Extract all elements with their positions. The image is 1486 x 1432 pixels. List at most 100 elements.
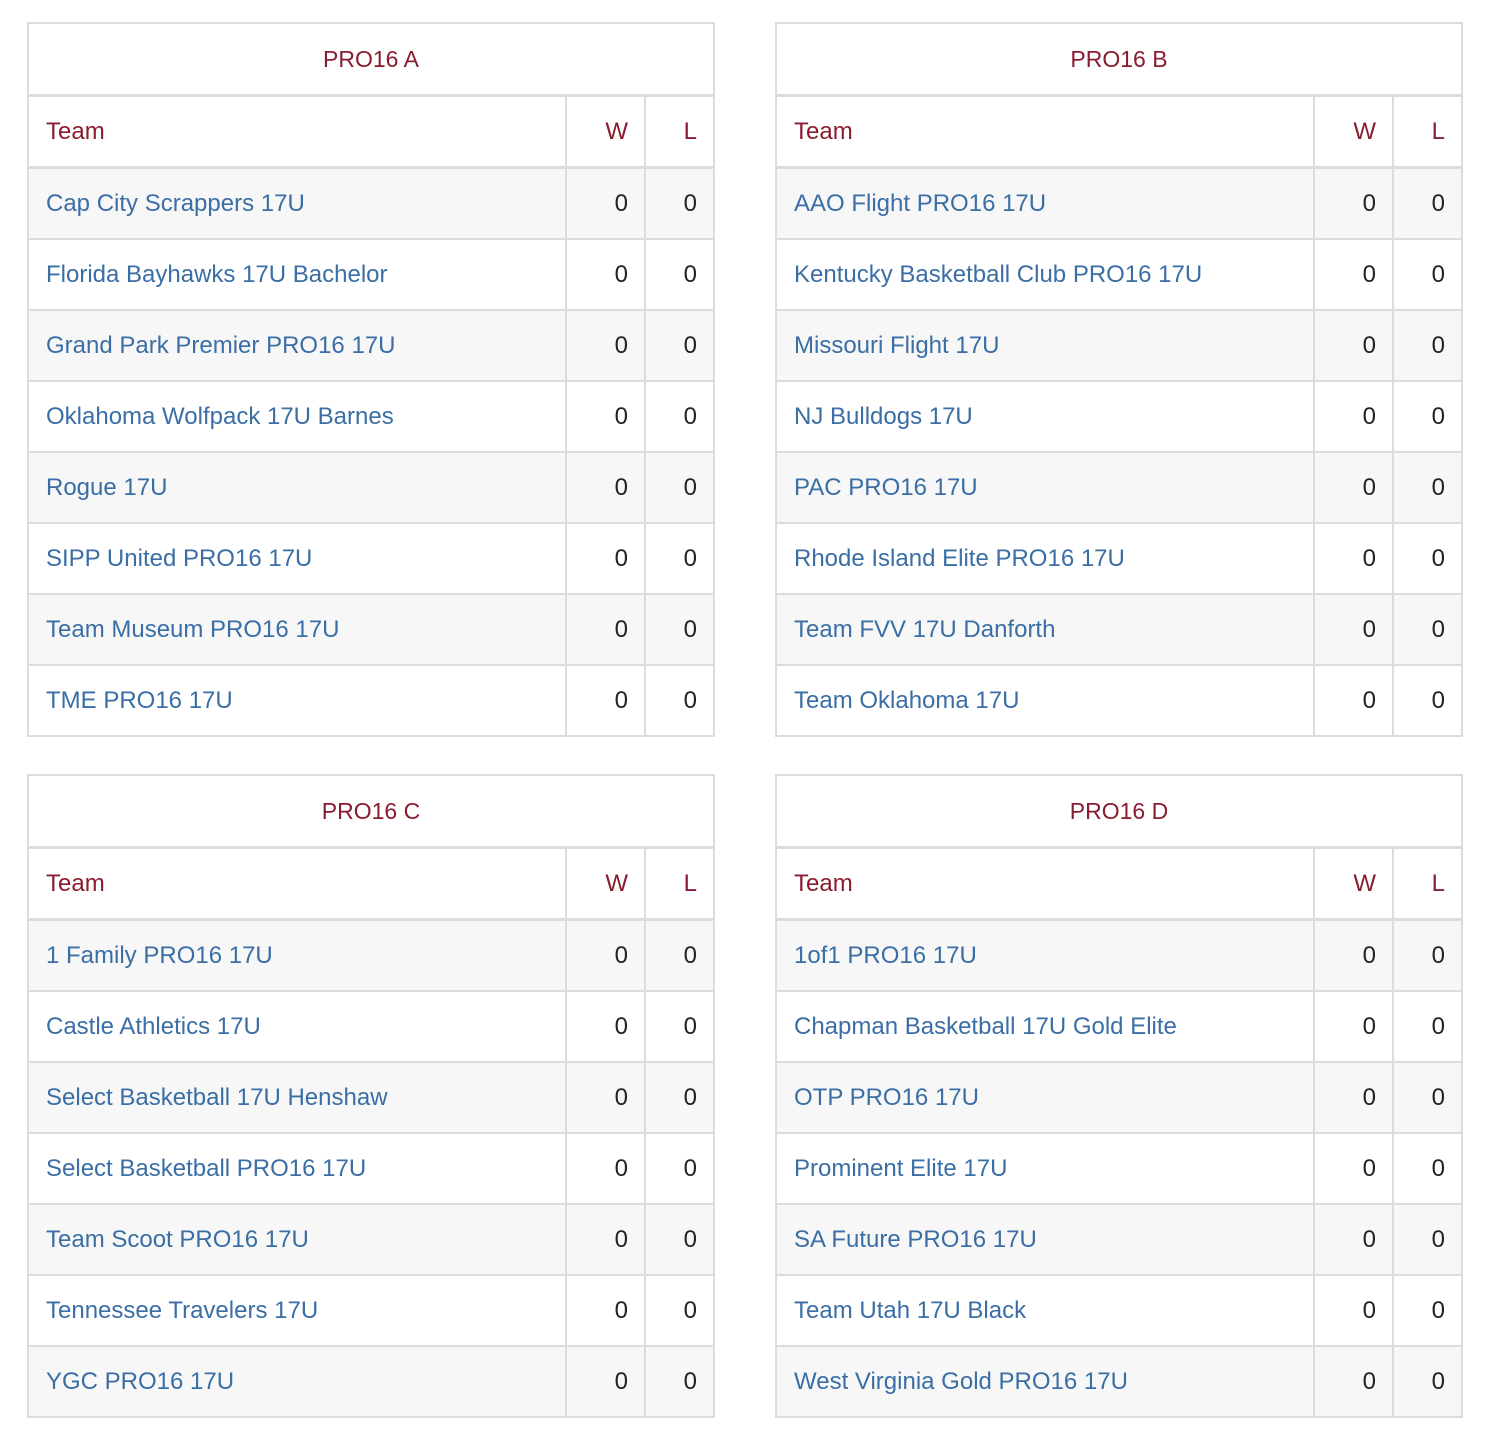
team-link[interactable]: Kentucky Basketball Club PRO16 17U xyxy=(794,260,1203,288)
wins-cell: 0 xyxy=(1313,1274,1393,1346)
table-row: Rogue 17U 0 0 xyxy=(29,451,713,523)
team-link[interactable]: NJ Bulldogs 17U xyxy=(794,402,973,430)
group-title: PRO16 A xyxy=(29,24,713,97)
team-link[interactable]: 1 Family PRO16 17U xyxy=(46,941,273,969)
team-cell: Tennessee Travelers 17U xyxy=(29,1274,566,1346)
wins-cell: 0 xyxy=(1313,1345,1393,1416)
team-link[interactable]: 1of1 PRO16 17U xyxy=(794,941,977,969)
team-cell: Select Basketball 17U Henshaw xyxy=(29,1061,566,1133)
losses-column-header: L xyxy=(1392,849,1461,921)
team-link[interactable]: SIPP United PRO16 17U xyxy=(46,544,313,572)
team-link[interactable]: Grand Park Premier PRO16 17U xyxy=(46,331,396,359)
team-link[interactable]: Oklahoma Wolfpack 17U Barnes xyxy=(46,402,394,430)
team-link[interactable]: Team Scoot PRO16 17U xyxy=(46,1225,309,1253)
losses-cell: 0 xyxy=(644,167,713,239)
team-link[interactable]: Team Oklahoma 17U xyxy=(794,686,1020,714)
table-row: Grand Park Premier PRO16 17U 0 0 xyxy=(29,309,713,381)
team-link[interactable]: Rhode Island Elite PRO16 17U xyxy=(794,544,1125,572)
standings-group-b: PRO16 B Team W L AAO Flight PRO16 17U 0 0 K… xyxy=(775,22,1463,737)
wins-column-header: W xyxy=(565,849,645,921)
losses-cell: 0 xyxy=(1392,167,1461,239)
team-link[interactable]: Rogue 17U xyxy=(46,473,168,501)
table-row: Team Scoot PRO16 17U 0 0 xyxy=(29,1203,713,1275)
table-row: Rhode Island Elite PRO16 17U 0 0 xyxy=(777,522,1461,594)
losses-cell: 0 xyxy=(644,593,713,665)
team-cell: NJ Bulldogs 17U xyxy=(777,380,1314,452)
table-row: Tennessee Travelers 17U 0 0 xyxy=(29,1274,713,1346)
table-header-row: Team W L xyxy=(29,849,713,921)
team-cell: Team FVV 17U Danforth xyxy=(777,593,1314,665)
wins-cell: 0 xyxy=(565,1274,645,1346)
team-link[interactable]: Team FVV 17U Danforth xyxy=(794,615,1056,643)
table-row: Select Basketball PRO16 17U 0 0 xyxy=(29,1132,713,1204)
table-row: Cap City Scrappers 17U 0 0 xyxy=(29,167,713,239)
losses-cell: 0 xyxy=(1392,1345,1461,1416)
team-link[interactable]: Florida Bayhawks 17U Bachelor xyxy=(46,260,388,288)
losses-cell: 0 xyxy=(1392,1132,1461,1204)
team-link[interactable]: Prominent Elite 17U xyxy=(794,1154,1008,1182)
losses-cell: 0 xyxy=(644,238,713,310)
table-row: TME PRO16 17U 0 0 xyxy=(29,664,713,735)
team-link[interactable]: Missouri Flight 17U xyxy=(794,331,1000,359)
team-link[interactable]: Castle Athletics 17U xyxy=(46,1012,261,1040)
losses-cell: 0 xyxy=(644,1203,713,1275)
wins-cell: 0 xyxy=(565,1132,645,1204)
wins-cell: 0 xyxy=(565,593,645,665)
table-row: NJ Bulldogs 17U 0 0 xyxy=(777,380,1461,452)
team-link[interactable]: Tennessee Travelers 17U xyxy=(46,1296,319,1324)
team-column-header: Team xyxy=(29,849,566,921)
team-link[interactable]: TME PRO16 17U xyxy=(46,686,233,714)
team-link[interactable]: OTP PRO16 17U xyxy=(794,1083,979,1111)
team-link[interactable]: YGC PRO16 17U xyxy=(46,1367,235,1395)
losses-cell: 0 xyxy=(1392,593,1461,665)
losses-cell: 0 xyxy=(1392,1061,1461,1133)
team-link[interactable]: Select Basketball PRO16 17U xyxy=(46,1154,367,1182)
losses-column-header: L xyxy=(644,849,713,921)
losses-cell: 0 xyxy=(644,1061,713,1133)
team-cell: Cap City Scrappers 17U xyxy=(29,167,566,239)
losses-cell: 0 xyxy=(1392,380,1461,452)
standings-group-c: PRO16 C Team W L 1 Family PRO16 17U 0 0 Cas… xyxy=(27,774,715,1418)
standings-table: Team W L 1 Family PRO16 17U 0 0 Castle Athl… xyxy=(29,849,713,1416)
wins-cell: 0 xyxy=(1313,380,1393,452)
group-title: PRO16 C xyxy=(29,776,713,849)
table-row: Missouri Flight 17U 0 0 xyxy=(777,309,1461,381)
losses-cell: 0 xyxy=(644,1132,713,1204)
team-link[interactable]: Chapman Basketball 17U Gold Elite xyxy=(794,1012,1177,1040)
team-cell: SA Future PRO16 17U xyxy=(777,1203,1314,1275)
team-link[interactable]: AAO Flight PRO16 17U xyxy=(794,189,1047,217)
table-row: Oklahoma Wolfpack 17U Barnes 0 0 xyxy=(29,380,713,452)
team-link[interactable]: Team Utah 17U Black xyxy=(794,1296,1027,1324)
team-cell: Team Scoot PRO16 17U xyxy=(29,1203,566,1275)
standings-table: Team W L AAO Flight PRO16 17U 0 0 Kentucky … xyxy=(777,97,1461,735)
wins-cell: 0 xyxy=(1313,1132,1393,1204)
team-link[interactable]: Team Museum PRO16 17U xyxy=(46,615,340,643)
wins-cell: 0 xyxy=(1313,990,1393,1062)
table-row: SA Future PRO16 17U 0 0 xyxy=(777,1203,1461,1275)
losses-column-header: L xyxy=(1392,97,1461,169)
team-cell: Oklahoma Wolfpack 17U Barnes xyxy=(29,380,566,452)
team-column-header: Team xyxy=(29,97,566,169)
team-link[interactable]: PAC PRO16 17U xyxy=(794,473,978,501)
wins-cell: 0 xyxy=(1313,309,1393,381)
wins-cell: 0 xyxy=(565,380,645,452)
team-link[interactable]: Select Basketball 17U Henshaw xyxy=(46,1083,388,1111)
team-link[interactable]: West Virginia Gold PRO16 17U xyxy=(794,1367,1128,1395)
losses-cell: 0 xyxy=(1392,522,1461,594)
team-cell: Missouri Flight 17U xyxy=(777,309,1314,381)
team-cell: Select Basketball PRO16 17U xyxy=(29,1132,566,1204)
team-cell: Rhode Island Elite PRO16 17U xyxy=(777,522,1314,594)
standings-table: Team W L Cap City Scrappers 17U 0 0 Florida… xyxy=(29,97,713,735)
wins-cell: 0 xyxy=(1313,167,1393,239)
team-link[interactable]: SA Future PRO16 17U xyxy=(794,1225,1037,1253)
team-link[interactable]: Cap City Scrappers 17U xyxy=(46,189,305,217)
wins-cell: 0 xyxy=(1313,238,1393,310)
wins-cell: 0 xyxy=(565,522,645,594)
table-row: Chapman Basketball 17U Gold Elite 0 0 xyxy=(777,990,1461,1062)
losses-cell: 0 xyxy=(1392,664,1461,735)
team-cell: Kentucky Basketball Club PRO16 17U xyxy=(777,238,1314,310)
losses-cell: 0 xyxy=(1392,238,1461,310)
losses-cell: 0 xyxy=(644,919,713,991)
wins-cell: 0 xyxy=(565,1061,645,1133)
team-cell: Chapman Basketball 17U Gold Elite xyxy=(777,990,1314,1062)
